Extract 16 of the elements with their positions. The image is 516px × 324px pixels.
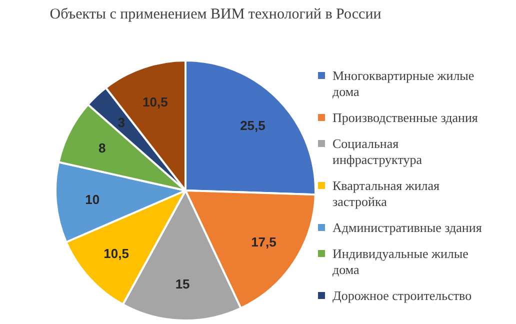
legend-label: Производственные здания xyxy=(332,110,478,125)
chart-title: Объекты с применением ВИМ технологий в России xyxy=(50,6,382,22)
data-label: 15 xyxy=(175,276,190,292)
legend-label: Многоквартирные жилые дома xyxy=(332,68,474,99)
data-label: 10,5 xyxy=(142,94,168,110)
legend-label: Административные здания xyxy=(332,220,482,235)
data-label: 8 xyxy=(98,140,106,156)
legend-label: Дорожное строительство xyxy=(332,288,472,303)
data-label: 10,5 xyxy=(104,246,129,261)
legend-label: Социальная инфраструктура xyxy=(332,136,422,167)
legend-label: Квартальная жилая застройка xyxy=(332,178,440,209)
legend-label: Индивидуальные жилые дома xyxy=(332,246,469,277)
data-label: 10 xyxy=(85,192,100,207)
data-label: 3 xyxy=(118,114,126,130)
data-label: 25,5 xyxy=(240,118,266,133)
data-label: 17,5 xyxy=(251,234,276,250)
